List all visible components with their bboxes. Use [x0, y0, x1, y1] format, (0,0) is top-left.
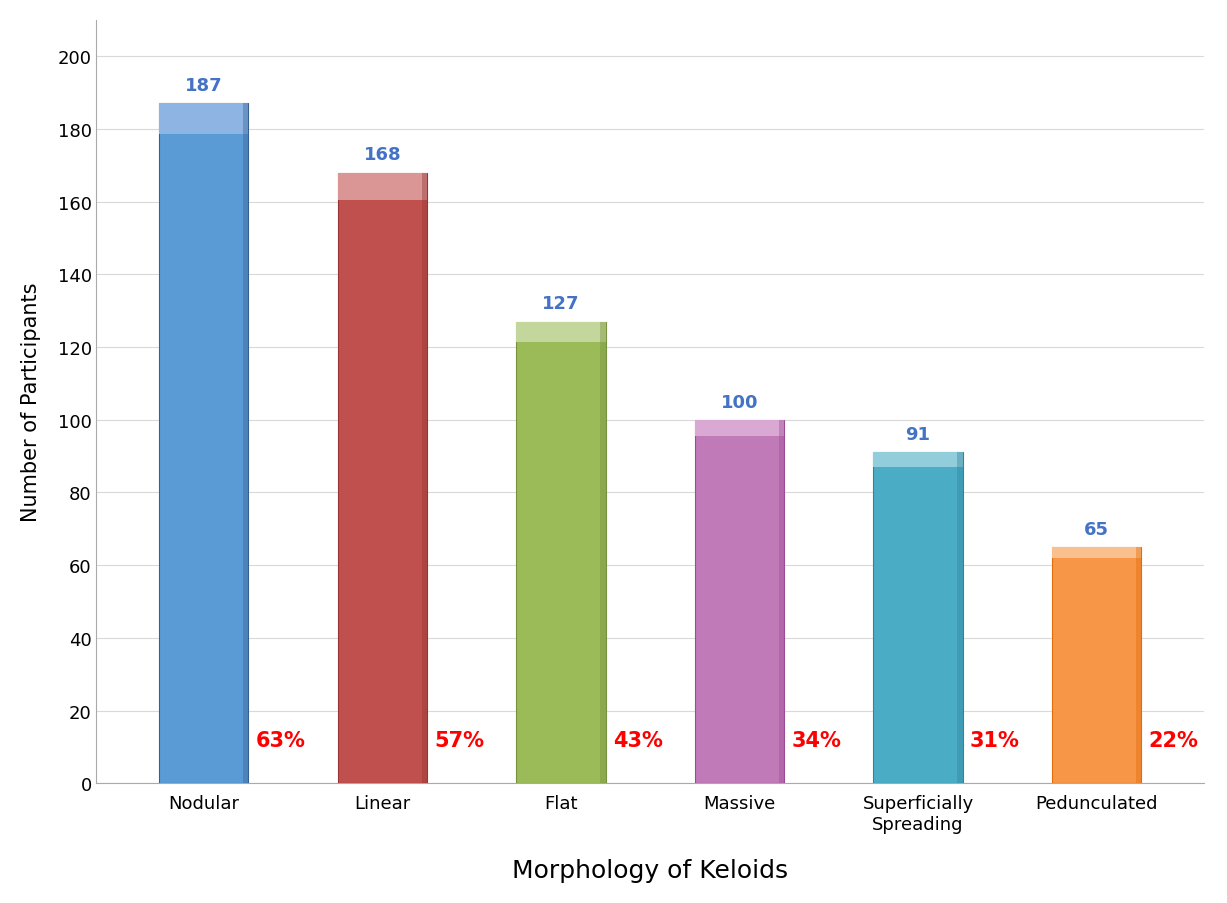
Text: 57%: 57%: [434, 730, 483, 749]
Bar: [517, 322, 605, 343]
Bar: [694, 420, 784, 436]
Bar: [1052, 547, 1141, 558]
X-axis label: Morphology of Keloids: Morphology of Keloids: [512, 858, 788, 882]
Text: 22%: 22%: [1148, 730, 1199, 749]
Y-axis label: Number of Participants: Number of Participants: [21, 283, 40, 522]
Text: 34%: 34%: [791, 730, 842, 749]
Bar: [160, 105, 248, 135]
Text: 43%: 43%: [612, 730, 663, 749]
Bar: [517, 322, 605, 784]
Bar: [779, 420, 784, 784]
Bar: [957, 453, 963, 784]
Bar: [1136, 547, 1141, 784]
Bar: [243, 105, 248, 784]
Bar: [600, 322, 605, 784]
Bar: [337, 173, 427, 200]
Bar: [1052, 547, 1141, 784]
Text: 91: 91: [906, 426, 930, 444]
Text: 31%: 31%: [969, 730, 1020, 749]
Text: 127: 127: [542, 295, 579, 313]
Bar: [422, 173, 427, 784]
Text: 100: 100: [720, 393, 758, 411]
Text: 65: 65: [1085, 520, 1109, 538]
Text: 187: 187: [185, 78, 222, 95]
Text: 168: 168: [363, 146, 401, 164]
Bar: [337, 173, 427, 784]
Bar: [874, 453, 963, 784]
Text: 63%: 63%: [255, 730, 306, 749]
Bar: [874, 453, 963, 468]
Bar: [160, 105, 248, 784]
Bar: [694, 420, 784, 784]
